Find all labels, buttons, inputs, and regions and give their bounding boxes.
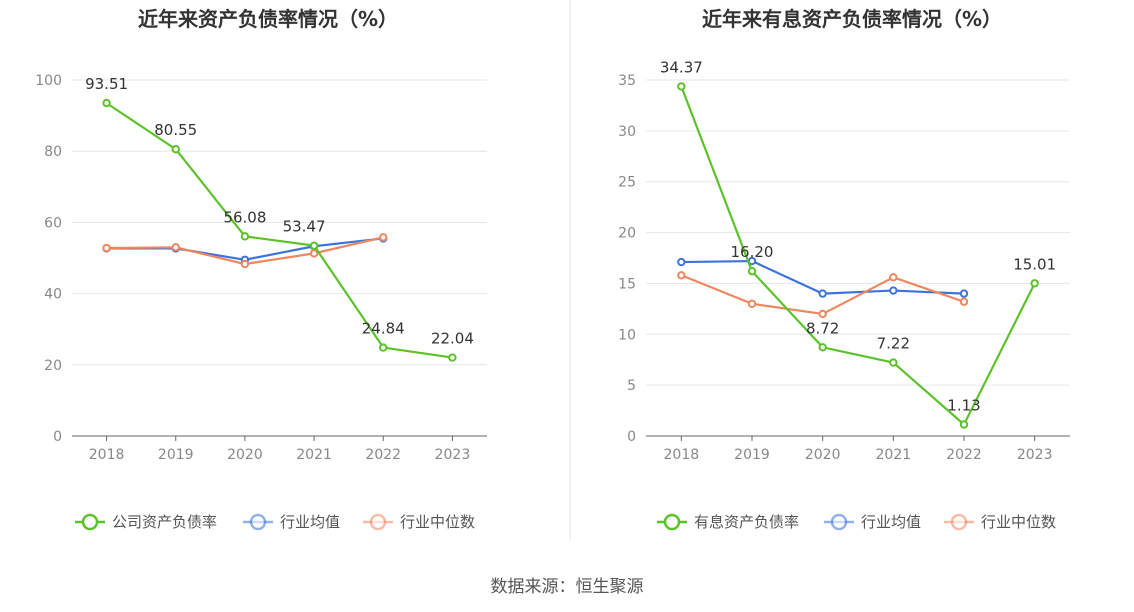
data-label: 34.37 (660, 58, 703, 76)
x-tick-label: 2021 (296, 447, 332, 463)
industry-avg-point (889, 286, 898, 295)
data-label: 80.55 (154, 121, 197, 139)
x-tick-label: 2022 (365, 447, 401, 463)
y-tick-label: 0 (53, 429, 62, 445)
industry-median-point (959, 297, 969, 306)
data-label: 16.20 (731, 243, 774, 261)
y-tick-label: 35 (618, 73, 636, 89)
company-point (379, 343, 388, 352)
company-point (677, 82, 686, 91)
data-label: 7.22 (877, 335, 910, 353)
industry-median-legend-label: 行业中位数 (981, 513, 1056, 531)
industry-avg-line (681, 259, 965, 295)
company-legend-label: 公司资产负债率 (112, 513, 217, 531)
company-point (102, 98, 111, 108)
industry-median-point (818, 309, 827, 319)
chart-title: 近年来有息资产负债率情况（%） (702, 7, 1002, 31)
industry-avg-legend-label: 行业均值 (280, 513, 340, 531)
data-label: 56.08 (223, 208, 266, 226)
data-label: 53.47 (283, 218, 326, 236)
company-point (309, 241, 319, 250)
x-tick-label: 2020 (227, 447, 263, 463)
industry-median-point (309, 249, 319, 258)
company-legend-label: 有息资产负债率 (694, 513, 799, 531)
x-tick-label: 2022 (946, 447, 982, 463)
industry-avg-point (818, 289, 827, 298)
data-label: 8.72 (806, 319, 839, 337)
industry-avg-legend-marker (249, 513, 267, 531)
data-label: 93.51 (85, 75, 128, 93)
y-tick-label: 25 (618, 175, 636, 191)
industry-median-point (102, 243, 111, 253)
industry-median-legend-marker (950, 513, 968, 531)
y-tick-label: 30 (618, 124, 636, 140)
company-legend-marker (81, 513, 99, 531)
industry-median-point (677, 271, 686, 280)
y-tick-label: 20 (44, 358, 62, 374)
debt-ratio-chart: 近年来资产负债率情况（%） 0 20 40 60 80 100 2018 2019 2020 202… (35, 7, 487, 531)
x-tick-label: 2020 (805, 447, 841, 463)
company-point (959, 420, 969, 429)
company-line (105, 102, 453, 359)
industry-avg-point (677, 257, 686, 267)
y-tick-label: 100 (35, 73, 62, 89)
industry-median-point (171, 243, 180, 252)
industry-median-point (889, 273, 898, 282)
y-tick-label: 15 (618, 276, 636, 292)
y-tick-label: 20 (618, 226, 636, 242)
data-label: 15.01 (1013, 255, 1056, 273)
industry-avg-legend-label: 行业均值 (861, 513, 921, 531)
industry-median-point (240, 259, 250, 269)
industry-median-legend-marker (369, 513, 387, 531)
industry-median-legend-label: 行业中位数 (400, 513, 475, 531)
data-label: 22.04 (431, 330, 474, 348)
industry-median-point (747, 299, 757, 308)
y-tick-label: 80 (44, 144, 62, 160)
x-tick-label: 2023 (1017, 447, 1053, 463)
company-point (889, 358, 898, 367)
x-tick-label: 2023 (435, 447, 471, 463)
company-point (747, 267, 757, 276)
industry-avg-legend-marker (830, 513, 848, 531)
company-point (171, 145, 180, 154)
company-point (818, 343, 827, 352)
company-point (1030, 279, 1039, 288)
source-text: 数据来源：恒生聚源 (491, 577, 644, 597)
x-tick-label: 2018 (89, 447, 125, 463)
x-tick-label: 2019 (734, 447, 770, 463)
y-tick-label: 40 (44, 287, 62, 303)
y-tick-label: 60 (44, 215, 62, 231)
interest-debt-ratio-chart: 近年来有息资产负债率情况（%） 0 5 10 15 20 25 30 35 2018 2019 202… (618, 7, 1070, 531)
y-tick-label: 0 (627, 429, 636, 445)
company-line (680, 86, 1036, 426)
x-tick-label: 2018 (664, 447, 700, 463)
x-tick-label: 2021 (876, 447, 912, 463)
x-tick-label: 2019 (158, 447, 194, 463)
data-label: 1.13 (947, 397, 980, 415)
industry-avg-point (959, 289, 969, 298)
company-point (240, 232, 250, 241)
industry-median-point (379, 233, 388, 242)
y-tick-label: 10 (618, 327, 636, 343)
company-legend-marker (663, 513, 681, 531)
company-point (448, 353, 457, 362)
y-tick-label: 5 (627, 378, 636, 394)
chart-title: 近年来资产负债率情况（%） (138, 7, 398, 31)
data-label: 24.84 (362, 320, 405, 338)
